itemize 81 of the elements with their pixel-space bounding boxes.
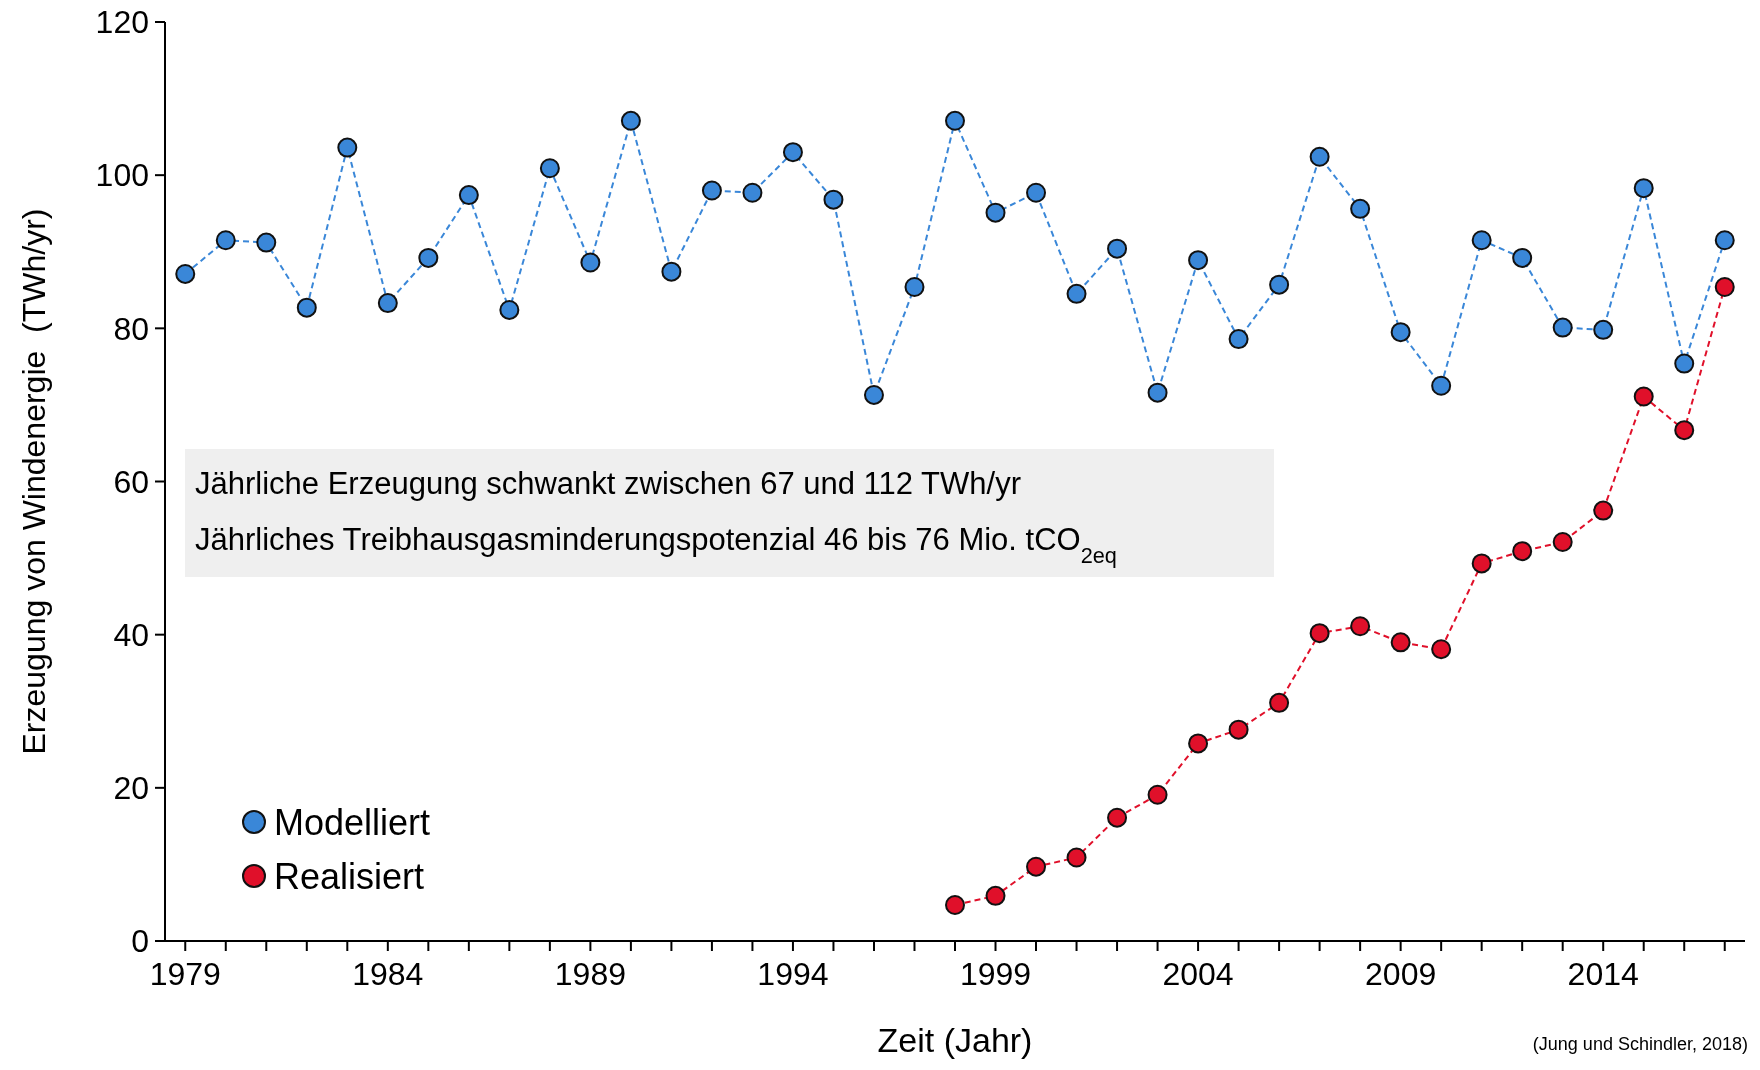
y-axis-title: Erzeugung von Windenergie (TWh/yr) — [16, 208, 52, 755]
point — [1350, 616, 1371, 637]
point — [215, 230, 236, 251]
y-tick-label: 80 — [113, 310, 149, 347]
point — [1471, 230, 1492, 251]
point — [1512, 541, 1533, 562]
point — [782, 142, 803, 163]
point — [1714, 230, 1735, 251]
point — [337, 137, 358, 158]
point — [1026, 182, 1047, 203]
point — [458, 185, 479, 206]
point — [580, 252, 601, 273]
point — [1147, 382, 1168, 403]
x-axis-title: Zeit (Jahr) — [877, 1021, 1033, 1059]
x-tick-label: 2014 — [1567, 956, 1639, 992]
point — [1471, 553, 1492, 574]
point — [1188, 733, 1209, 754]
point — [1593, 500, 1614, 521]
point — [418, 247, 439, 268]
annotation: Jährliche Erzeugung schwankt zwischen 67 und 112 TWh/yr — [195, 466, 1021, 501]
legend-label: Realisiert — [274, 855, 425, 897]
point — [1552, 317, 1573, 338]
x-tick-label: 1984 — [352, 956, 424, 992]
point — [904, 277, 925, 297]
point — [1593, 319, 1614, 340]
x-tick-label: 1989 — [554, 956, 626, 992]
point — [661, 261, 682, 282]
point — [539, 158, 560, 179]
x-tick-label: 1979 — [149, 956, 221, 992]
point — [1309, 623, 1330, 644]
point — [985, 885, 1006, 906]
point — [1269, 692, 1290, 713]
point — [1512, 247, 1533, 268]
legend-label: Modelliert — [274, 801, 431, 843]
point — [1674, 353, 1695, 374]
text: (Jung und Schindler, 2018) — [1532, 1034, 1748, 1054]
point — [1714, 277, 1735, 297]
x-tick-label: 1994 — [757, 956, 829, 992]
point — [1066, 283, 1087, 304]
point — [620, 110, 641, 131]
annotation: Jährliches Treibhausgasminderungspotenzial 46 bis 76 Mio. tCO$_{2eq}$ — [195, 522, 1117, 568]
x-tick-label: 2004 — [1162, 956, 1234, 992]
y-tick-label: 100 — [95, 157, 149, 194]
point — [1107, 238, 1128, 259]
point — [175, 263, 196, 284]
point — [1228, 329, 1249, 350]
x-tick-label: 1999 — [959, 956, 1032, 992]
point — [1390, 322, 1411, 343]
point — [1066, 847, 1087, 868]
point — [823, 189, 844, 210]
point — [1309, 146, 1330, 167]
point — [296, 297, 317, 318]
point — [377, 293, 398, 314]
point — [1228, 719, 1249, 740]
y-tick-label: 120 — [95, 4, 149, 41]
point — [945, 110, 965, 131]
y-tick-label: 20 — [113, 770, 149, 807]
y-tick-label: 40 — [113, 616, 149, 653]
point — [256, 232, 277, 253]
point — [742, 182, 763, 203]
point — [1552, 532, 1573, 552]
point — [985, 202, 1006, 223]
point — [499, 299, 520, 320]
y-tick-label: 60 — [113, 463, 149, 500]
point — [1633, 386, 1654, 407]
point — [1188, 250, 1209, 271]
point — [701, 180, 722, 201]
point — [1633, 178, 1654, 199]
point — [1269, 274, 1290, 295]
point — [1431, 639, 1452, 660]
point — [1350, 198, 1371, 219]
point — [1431, 375, 1452, 396]
point — [945, 895, 965, 915]
x-tick-label: 2009 — [1365, 956, 1437, 992]
point — [1107, 807, 1128, 828]
point — [1674, 420, 1695, 441]
point — [863, 384, 884, 405]
y-tick-label: 0 — [131, 923, 149, 960]
point — [1147, 784, 1168, 805]
point — [1026, 856, 1047, 877]
point — [1390, 632, 1411, 653]
